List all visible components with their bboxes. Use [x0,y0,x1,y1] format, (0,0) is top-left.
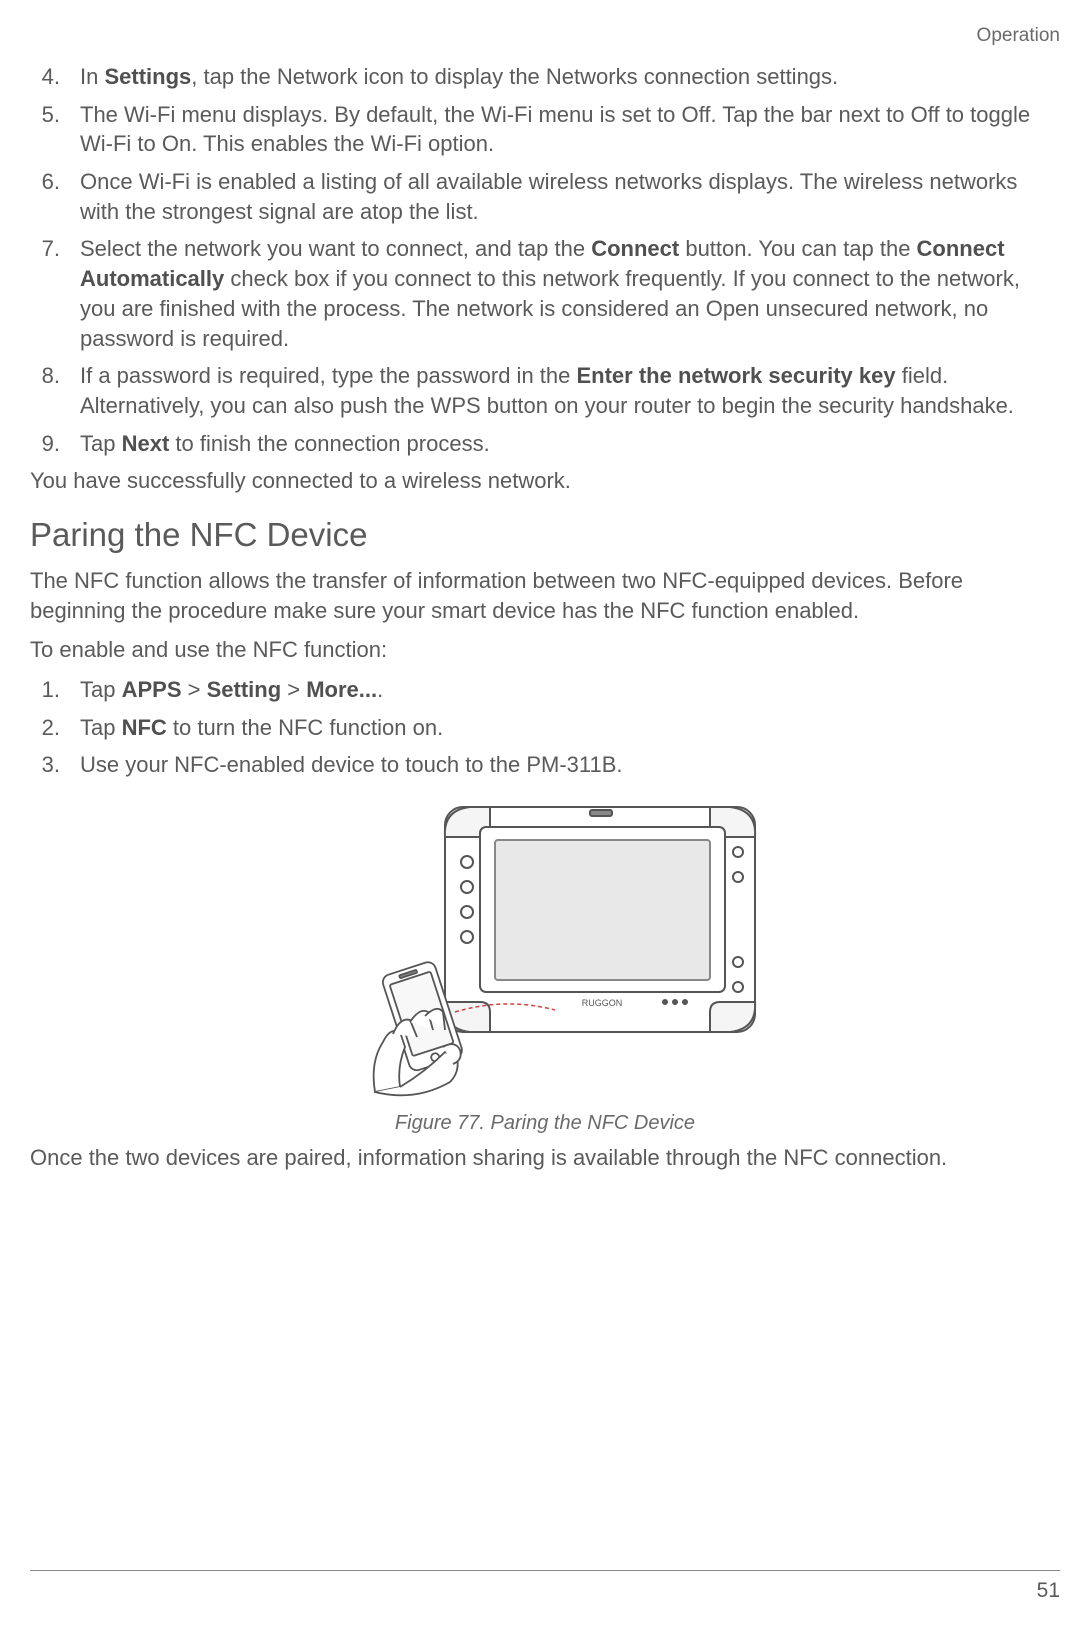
text-segment: Tap [80,677,122,702]
bold-text: More... [306,677,377,702]
list-content: Tap APPS > Setting > More.... [80,675,1060,705]
list-item: 5.The Wi-Fi menu displays. By default, t… [30,100,1060,159]
list-content: Select the network you want to connect, … [80,234,1060,353]
text-segment: to turn the NFC function on. [167,715,443,740]
list-item: 9.Tap Next to finish the connection proc… [30,429,1060,459]
list-content: The Wi-Fi menu displays. By default, the… [80,100,1060,159]
nfc-heading: Paring the NFC Device [30,516,1060,554]
list-content: In Settings, tap the Network icon to dis… [80,62,1060,92]
text-segment: Tap [80,431,122,456]
list-content: Once Wi-Fi is enabled a listing of all a… [80,167,1060,226]
bold-text: Next [122,431,170,456]
bold-text: Enter the network security key [576,363,895,388]
list-item: 8.If a password is required, type the pa… [30,361,1060,420]
list-item: 4.In Settings, tap the Network icon to d… [30,62,1060,92]
text-segment: . [377,677,383,702]
text-segment: In [80,64,104,89]
bold-text: Setting [207,677,282,702]
list-content: Tap Next to finish the connection proces… [80,429,1060,459]
list-number: 9. [30,429,80,459]
bold-text: APPS [122,677,182,702]
list-item: 3.Use your NFC-enabled device to touch t… [30,750,1060,780]
figure-caption: Figure 77. Paring the NFC Device [30,1112,1060,1135]
nfc-paired-paragraph: Once the two devices are paired, informa… [30,1143,1060,1173]
list-number: 6. [30,167,80,226]
list-number: 5. [30,100,80,159]
figure-container: RUGGON Fig [30,792,1060,1135]
text-segment: Once Wi-Fi is enabled a listing of all a… [80,169,1017,224]
list-item: 2.Tap NFC to turn the NFC function on. [30,713,1060,743]
svg-text:RUGGON: RUGGON [582,998,623,1008]
list-number: 2. [30,713,80,743]
list-number: 1. [30,675,80,705]
nfc-device-illustration: RUGGON [325,792,765,1102]
nfc-enable-intro: To enable and use the NFC function: [30,635,1060,665]
text-segment: Tap [80,715,122,740]
list-number: 8. [30,361,80,420]
page-footer: 51 [30,1570,1060,1603]
text-segment: The Wi-Fi menu displays. By default, the… [80,102,1030,157]
bold-text: Connect [591,236,679,261]
text-segment: button. You can tap the [679,236,916,261]
text-segment: If a password is required, type the pass… [80,363,576,388]
list-number: 3. [30,750,80,780]
text-segment: to finish the connection process. [169,431,489,456]
text-segment: Select the network you want to connect, … [80,236,591,261]
header-section-label: Operation [30,25,1060,47]
bold-text: Settings [104,64,191,89]
bold-text: NFC [122,715,167,740]
list-content: If a password is required, type the pass… [80,361,1060,420]
list-content: Tap NFC to turn the NFC function on. [80,713,1060,743]
list-number: 4. [30,62,80,92]
list-item: 7.Select the network you want to connect… [30,234,1060,353]
wifi-success-paragraph: You have successfully connected to a wir… [30,466,1060,496]
nfc-intro-paragraph: The NFC function allows the transfer of … [30,566,1060,625]
text-segment: Use your NFC-enabled device to touch to … [80,752,623,777]
text-segment: > [182,677,207,702]
list-content: Use your NFC-enabled device to touch to … [80,750,1060,780]
list-item: 1.Tap APPS > Setting > More.... [30,675,1060,705]
text-segment: > [281,677,306,702]
list-number: 7. [30,234,80,353]
list-item: 6.Once Wi-Fi is enabled a listing of all… [30,167,1060,226]
text-segment: , tap the Network icon to display the Ne… [191,64,838,89]
wifi-steps-list: 4.In Settings, tap the Network icon to d… [30,62,1060,458]
page-number: 51 [1037,1579,1060,1602]
nfc-steps-list: 1.Tap APPS > Setting > More....2.Tap NFC… [30,675,1060,780]
